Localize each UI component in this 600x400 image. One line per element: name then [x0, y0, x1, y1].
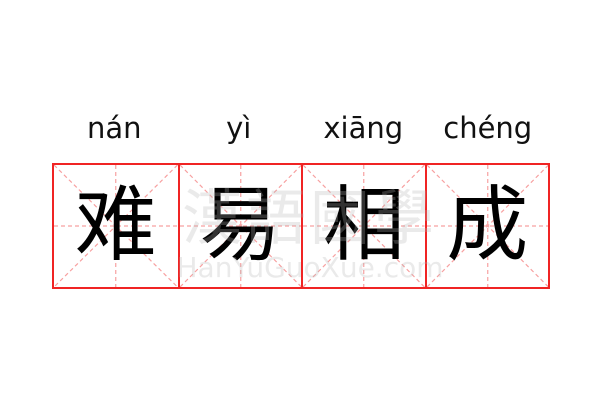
grid-guides [180, 165, 302, 287]
pinyin-1: nán [86, 111, 142, 145]
character-cell: 易 [177, 165, 302, 287]
character-1: 难 [74, 178, 157, 273]
grid-guides [427, 165, 549, 287]
grid-guides [54, 165, 178, 287]
pinyin-2: yì [226, 111, 252, 145]
guide-line [54, 165, 178, 287]
pinyin-3: xiāng [323, 111, 404, 145]
grid-guides [303, 165, 425, 287]
guide-line [180, 165, 302, 287]
character-cell: 成 [424, 165, 549, 287]
guide-line [303, 165, 425, 287]
character-cell: 难 [54, 165, 178, 287]
character-grid: 难 易 相 成 [52, 163, 550, 289]
pinyin-row: nán yì xiāng chéng [52, 108, 550, 148]
guide-line [427, 165, 549, 287]
character-2: 易 [199, 178, 282, 273]
character-cell: 相 [301, 165, 425, 287]
pinyin-4: chéng [443, 111, 533, 145]
character-4: 成 [446, 178, 529, 273]
character-3: 相 [322, 178, 405, 273]
